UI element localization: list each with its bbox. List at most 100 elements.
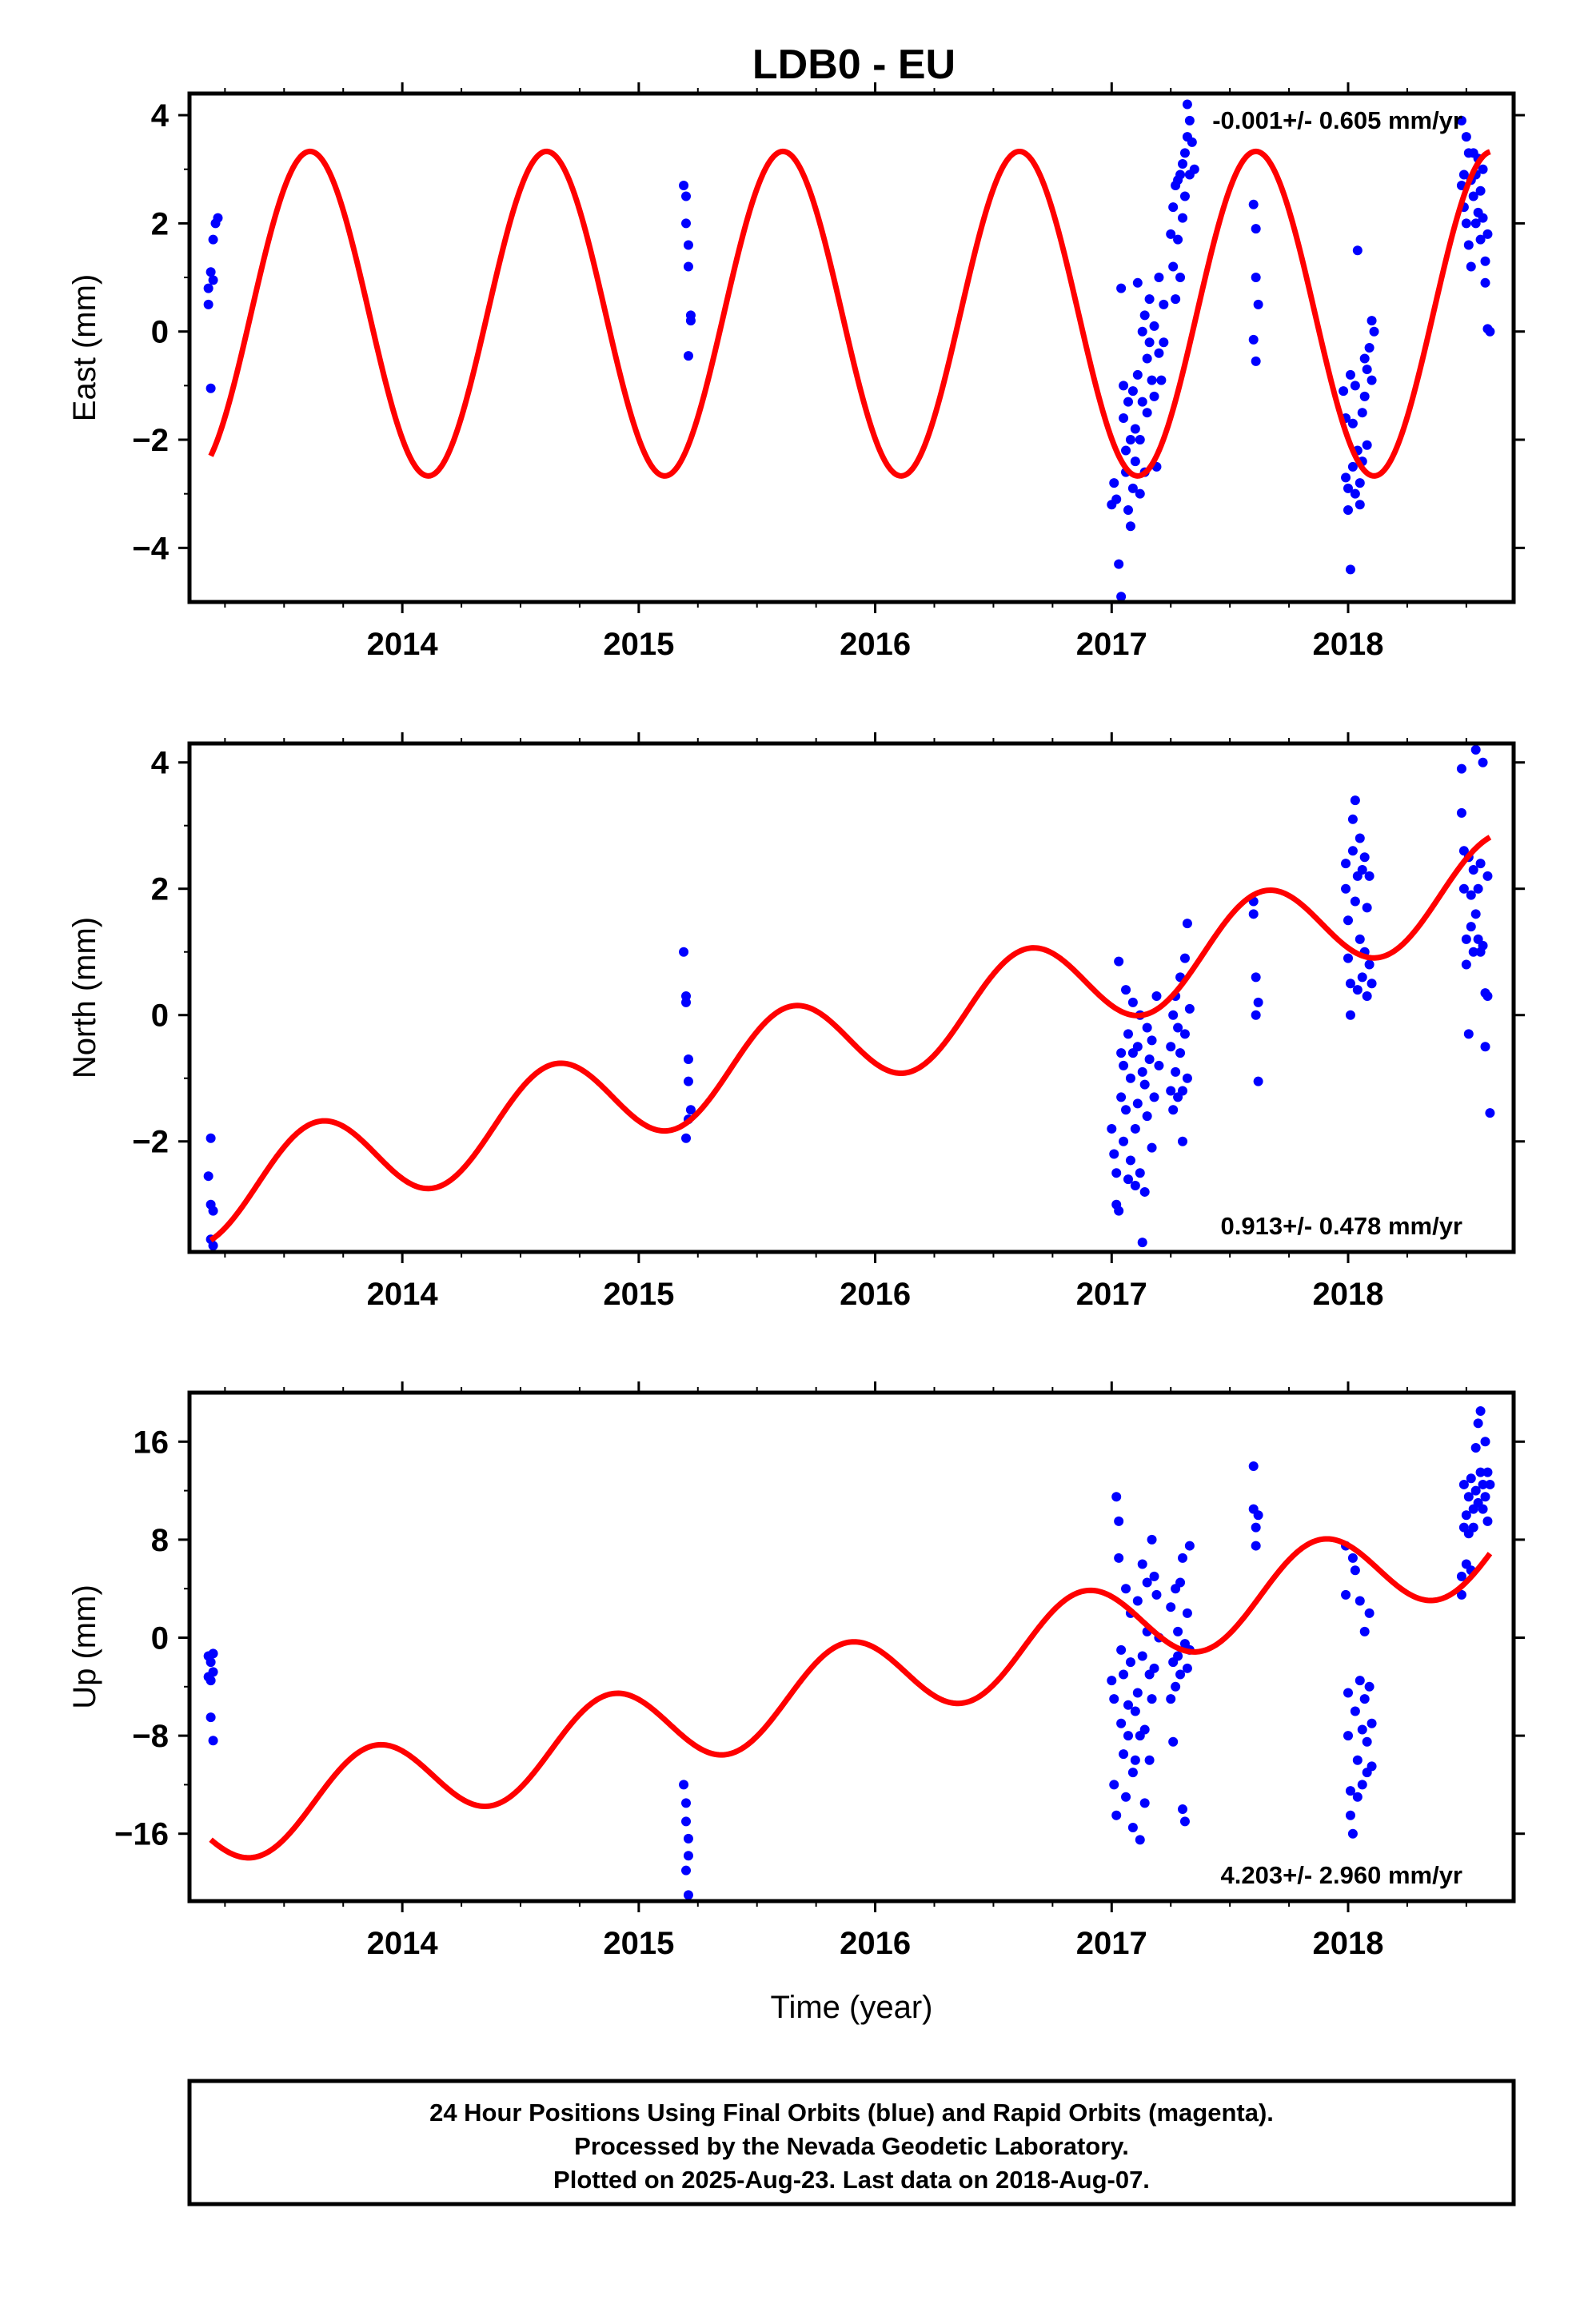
east-data-point <box>683 240 693 250</box>
up-data-point <box>679 1780 689 1790</box>
up-data-point <box>208 1648 218 1659</box>
east-data-point <box>1343 504 1353 515</box>
up-data-point <box>1182 1608 1192 1618</box>
north-data-point <box>1142 1111 1152 1122</box>
up-data-point <box>1345 1810 1355 1820</box>
up-data-point <box>1119 1669 1129 1680</box>
north-xtick-label: 2018 <box>1313 1277 1384 1312</box>
east-data-point <box>1461 132 1471 142</box>
up-xtick-label: 2014 <box>367 1926 439 1961</box>
east-data-point <box>1355 500 1365 510</box>
up-xlabel: Time (year) <box>771 1990 933 2025</box>
up-data-point <box>1109 1780 1119 1790</box>
up-ytick-label: 16 <box>134 1425 170 1460</box>
east-data-point <box>1168 261 1179 272</box>
north-data-point <box>1123 1174 1133 1185</box>
up-data-point <box>1473 1418 1483 1429</box>
up-ytick-label: −16 <box>114 1817 169 1852</box>
east-data-point <box>1127 386 1138 397</box>
up-data-point <box>205 1712 216 1723</box>
east-data-point <box>1144 337 1155 348</box>
east-data-point <box>1123 397 1133 407</box>
north-data-point <box>1173 1022 1183 1033</box>
north-data-point <box>1466 890 1476 900</box>
north-ytick-label: 0 <box>151 999 169 1034</box>
east-xtick-label: 2015 <box>603 627 674 662</box>
east-data-point <box>1175 169 1186 180</box>
east-data-point <box>1463 240 1474 250</box>
east-data-point <box>1357 408 1367 418</box>
east-data-point <box>1132 369 1143 380</box>
north-data-point <box>1151 991 1162 1002</box>
east-data-point <box>683 351 693 361</box>
east-data-point <box>1132 277 1143 288</box>
north-data-point <box>1116 1092 1127 1102</box>
up-data-point <box>1350 1706 1360 1716</box>
up-data-point <box>1139 1724 1150 1735</box>
north-data-point <box>1147 1035 1157 1046</box>
chart-title: LDB0 - EU <box>752 42 956 88</box>
east-data-point <box>205 267 216 277</box>
north-data-point <box>1182 1073 1192 1083</box>
up-data-point <box>1355 1596 1365 1606</box>
north-ytick-label: −2 <box>132 1125 169 1160</box>
up-xtick-label: 2017 <box>1076 1926 1147 1961</box>
up-data-point <box>1364 1608 1375 1618</box>
north-data-point <box>1168 1010 1179 1020</box>
up-data-point <box>1173 1626 1183 1636</box>
east-data-point <box>1352 245 1363 256</box>
up-data-point <box>1114 1553 1124 1563</box>
north-data-point <box>1345 979 1355 989</box>
up-data-point <box>1251 1522 1261 1533</box>
north-ylabel: North (mm) <box>67 917 102 1078</box>
up-data-point <box>1175 1669 1186 1680</box>
up-data-point <box>683 1851 693 1861</box>
east-data-point <box>1456 115 1466 126</box>
north-data-point <box>1179 1029 1190 1039</box>
east-data-point <box>1166 229 1176 239</box>
north-data-point <box>1137 1238 1147 1248</box>
north-data-point <box>1473 883 1483 894</box>
north-data-point <box>1362 903 1372 913</box>
east-data-point <box>1142 408 1152 418</box>
east-data-point <box>1182 99 1192 110</box>
north-data-point <box>1468 865 1478 875</box>
east-ylabel: East (mm) <box>67 274 102 421</box>
up-data-point <box>1343 1731 1353 1741</box>
east-data-point <box>1480 277 1490 288</box>
east-data-point <box>1485 326 1495 337</box>
north-data-point <box>1171 1066 1181 1077</box>
east-data-point <box>1369 326 1379 337</box>
east-data-point <box>1156 375 1167 385</box>
north-data-point <box>1357 865 1367 875</box>
north-data-point <box>1470 744 1481 755</box>
north-data-point <box>1355 934 1365 944</box>
north-data-point <box>1175 1048 1186 1058</box>
east-data-point <box>1466 261 1476 272</box>
east-ytick-label: 4 <box>151 98 170 134</box>
north-data-point <box>679 947 689 957</box>
east-data-point <box>1355 478 1365 488</box>
north-data-point <box>1468 947 1478 957</box>
up-data-point <box>1367 1761 1377 1772</box>
east-data-point <box>1345 564 1355 575</box>
east-data-point <box>1142 353 1152 364</box>
up-data-point <box>1362 1736 1372 1747</box>
up-ytick-label: 8 <box>151 1523 169 1558</box>
east-data-point <box>1149 391 1159 401</box>
east-data-point <box>1175 273 1186 283</box>
north-data-point <box>1168 1105 1179 1115</box>
east-data-point <box>1179 191 1190 201</box>
up-data-point <box>1147 1694 1157 1704</box>
up-data-point <box>1166 1694 1176 1704</box>
up-data-point <box>1107 1676 1117 1686</box>
north-data-point <box>1482 871 1493 881</box>
east-data-point <box>1350 488 1360 499</box>
north-data-point <box>1485 1108 1495 1118</box>
north-data-point <box>1135 1168 1145 1178</box>
up-data-point <box>205 1657 216 1668</box>
up-data-point <box>1123 1700 1133 1710</box>
north-data-point <box>1142 1022 1152 1033</box>
up-data-point <box>683 1833 693 1844</box>
up-data-point <box>1137 1559 1147 1569</box>
